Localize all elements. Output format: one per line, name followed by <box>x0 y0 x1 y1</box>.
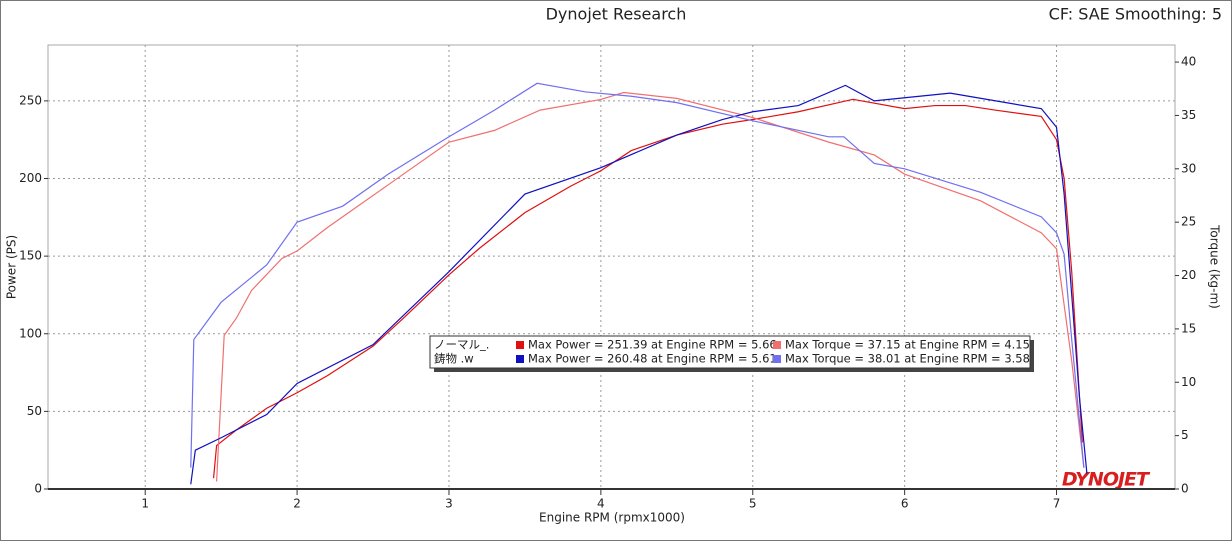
y2-tick-label: 25 <box>1181 215 1196 229</box>
legend-entry: Max Torque = 37.15 at Engine RPM = 4.15 <box>785 338 1030 352</box>
power-torque-line <box>215 91 1085 482</box>
x-tick-label: 5 <box>749 497 757 511</box>
power-torque-line <box>212 98 1083 479</box>
chart-title: Dynojet Research <box>546 5 687 24</box>
y-tick-label: 100 <box>19 326 42 340</box>
legend-row-label: 鋳物 .w <box>434 352 474 366</box>
x-tick-label: 7 <box>1053 497 1061 511</box>
x-tick-label: 2 <box>293 497 301 511</box>
y-axis-title: Power (PS) <box>5 235 19 299</box>
legend-entry: Max Power = 251.39 at Engine RPM = 5.66 <box>528 338 777 352</box>
legend-swatch <box>773 341 781 349</box>
y-tick-label: 0 <box>34 482 42 496</box>
y2-axis-title: Torque (kg-m) <box>1208 224 1222 309</box>
y-tick-label: 250 <box>19 93 42 107</box>
legend-swatch <box>516 341 524 349</box>
power-torque-line <box>190 84 1088 485</box>
plot-area <box>47 44 1176 490</box>
y2-tick-label: 10 <box>1181 375 1196 389</box>
legend-row-label: ノーマル_. <box>434 338 489 352</box>
x-tick-label: 1 <box>141 497 149 511</box>
y2-tick-label: 20 <box>1181 268 1196 282</box>
lines <box>190 82 1088 485</box>
legend: ノーマル_. Max Power = 251.39 at Engine RPM =… <box>429 335 1034 372</box>
x-tick-label: 4 <box>597 497 605 511</box>
chart-subtitle: CF: SAE Smoothing: 5 <box>1049 5 1222 24</box>
legend-box <box>429 335 1031 369</box>
legend-swatch <box>773 355 781 363</box>
y-tick-label: 200 <box>19 171 42 185</box>
x-tick-label: 3 <box>445 497 453 511</box>
y2-tick-label: 0 <box>1181 482 1189 496</box>
x-tick-label: 6 <box>901 497 909 511</box>
logo: DYNOJET <box>1062 469 1151 491</box>
y-tick-label: 150 <box>19 249 42 263</box>
y-tick-label: 50 <box>27 404 42 418</box>
y2-tick-label: 30 <box>1181 161 1196 175</box>
x-axis-title: Engine RPM (rpmx1000) <box>539 511 685 525</box>
y2-tick-label: 5 <box>1181 428 1189 442</box>
y2-tick-label: 40 <box>1181 55 1196 69</box>
legend-entry: Max Torque = 38.01 at Engine RPM = 3.58 <box>785 352 1030 366</box>
legend-swatch <box>516 355 524 363</box>
power-torque-line <box>190 82 1085 468</box>
y2-tick-label: 35 <box>1181 108 1196 122</box>
legend-entry: Max Power = 260.48 at Engine RPM = 5.61 <box>528 352 777 366</box>
y2-tick-label: 15 <box>1181 321 1196 335</box>
grid: 1 2 3 4 5 6 7 0 50 100 150 200 250 0 5 10 15 20 25 30 35 40 <box>19 45 1196 511</box>
